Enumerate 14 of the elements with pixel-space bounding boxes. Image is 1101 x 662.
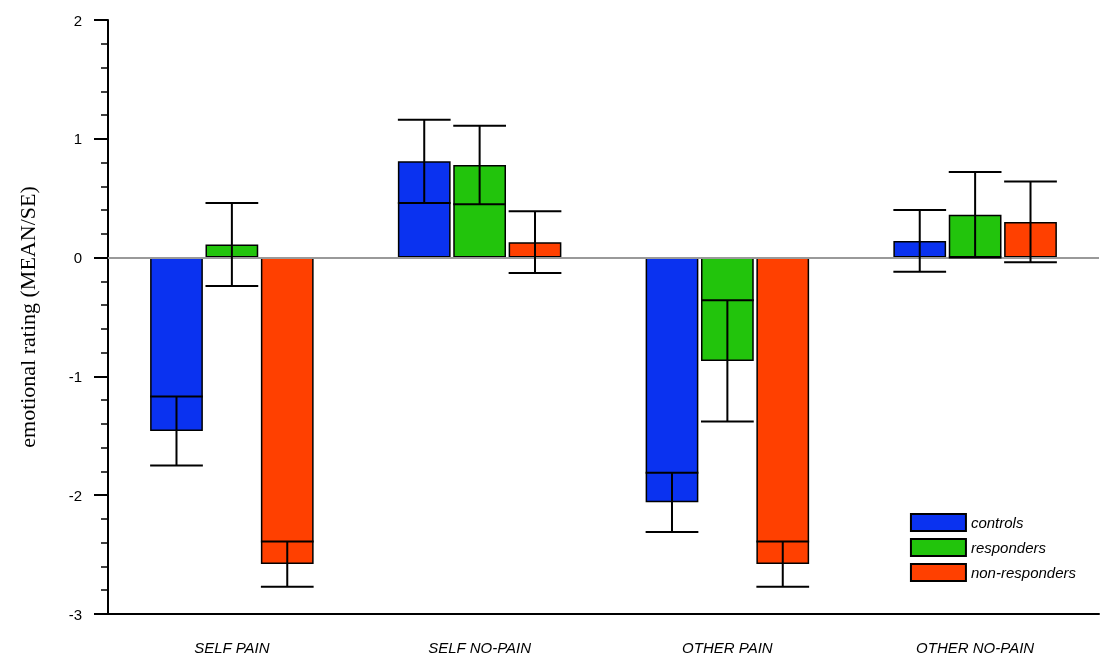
- y-tick-label: -2: [68, 486, 82, 504]
- x-tick-label: OTHER PAIN: [682, 639, 773, 656]
- legend-label: non-responders: [970, 564, 1077, 581]
- x-tick-label: SELF NO-PAIN: [428, 639, 532, 656]
- y-axis-title: emotional rating (MEAN/SE): [14, 186, 40, 448]
- y-tick-label: -1: [68, 367, 82, 385]
- x-tick-label: OTHER NO-PAIN: [916, 639, 1035, 656]
- y-tick-label: 2: [73, 11, 82, 29]
- legend-label: responders: [970, 539, 1047, 556]
- y-tick-label: -3: [68, 605, 82, 623]
- y-tick-label: 0: [73, 249, 82, 267]
- x-tick-label: SELF PAIN: [194, 639, 270, 656]
- legend-label: controls: [970, 514, 1024, 531]
- y-tick-label: 1: [73, 130, 82, 148]
